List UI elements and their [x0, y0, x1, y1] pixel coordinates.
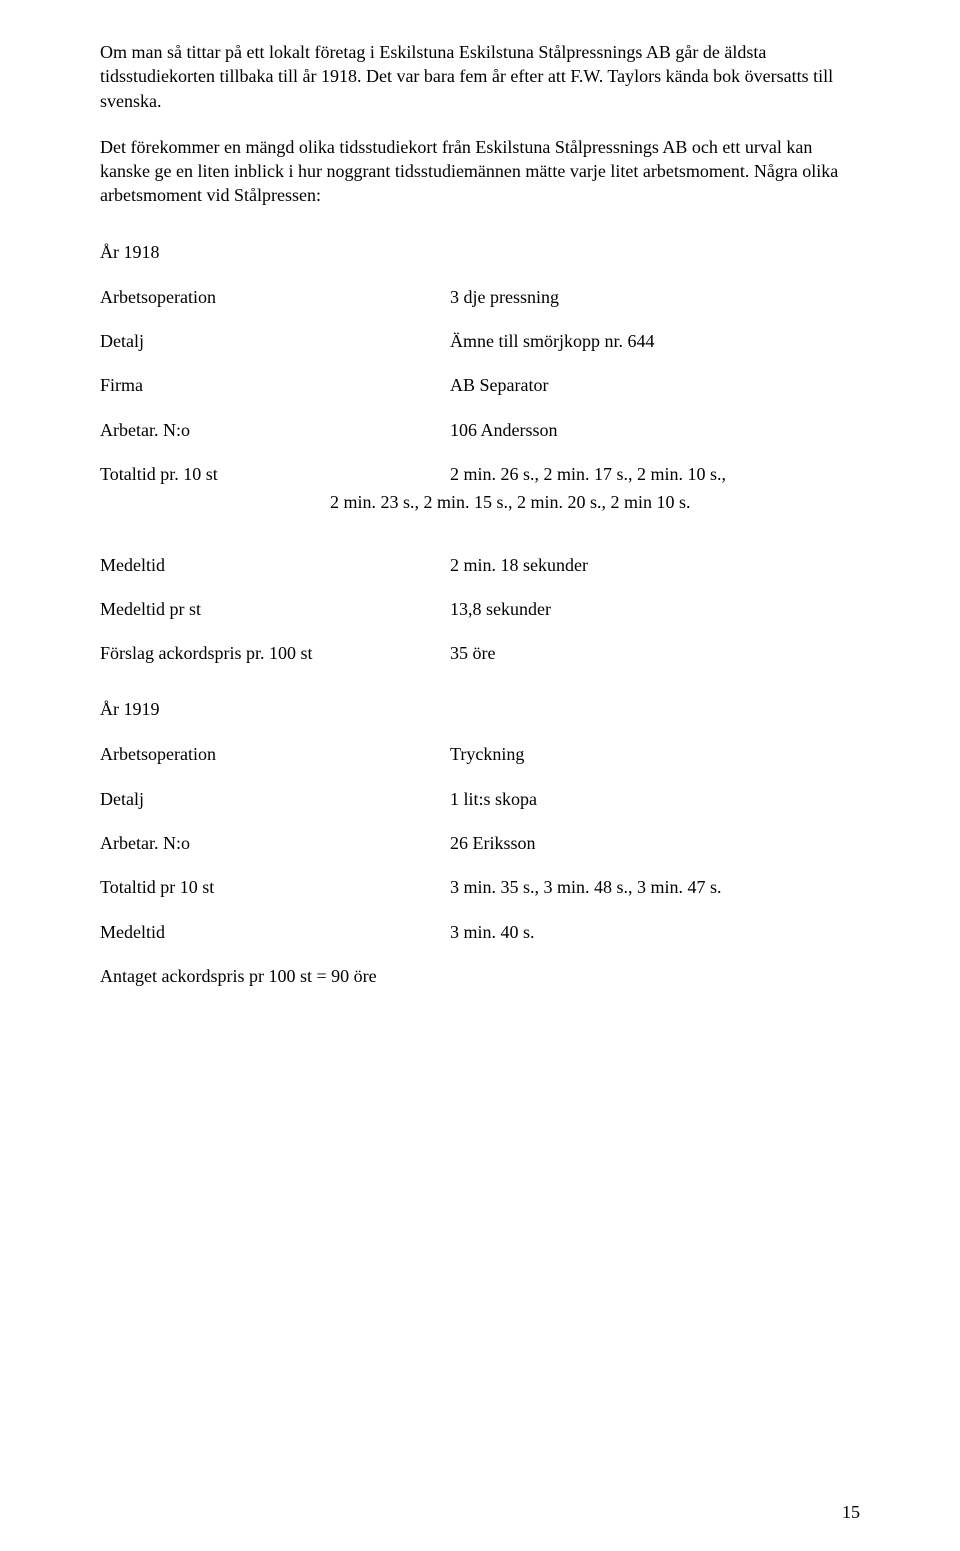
- row-firma-1918: Firma AB Separator: [100, 373, 860, 397]
- value-medeltid-1919: 3 min. 40 s.: [450, 920, 860, 944]
- value-arbetsoperation-1918: 3 dje pressning: [450, 285, 860, 309]
- value-medeltid-prst-1918: 13,8 sekunder: [450, 597, 860, 621]
- label-medeltid-1919: Medeltid: [100, 920, 450, 944]
- label-forslag-1918: Förslag ackordspris pr. 100 st: [100, 641, 450, 665]
- row-arbetsoperation-1918: Arbetsoperation 3 dje pressning: [100, 285, 860, 309]
- row-arbetsoperation-1919: Arbetsoperation Tryckning: [100, 742, 860, 766]
- label-detalj-1919: Detalj: [100, 787, 450, 811]
- label-totaltid-1919: Totaltid pr 10 st: [100, 875, 450, 899]
- value-detalj-1919: 1 lit:s skopa: [450, 787, 860, 811]
- value-totaltid-1918-line2: 2 min. 23 s., 2 min. 15 s., 2 min. 20 s.…: [330, 490, 860, 514]
- label-medeltid-prst-1918: Medeltid pr st: [100, 597, 450, 621]
- row-totaltid-1918: Totaltid pr. 10 st 2 min. 26 s., 2 min. …: [100, 462, 860, 486]
- value-detalj-1918: Ämne till smörjkopp nr. 644: [450, 329, 860, 353]
- row-totaltid-1918-line2: 2 min. 23 s., 2 min. 15 s., 2 min. 20 s.…: [100, 490, 860, 514]
- label-arbetarno-1919: Arbetar. N:o: [100, 831, 450, 855]
- label-arbetarno-1918: Arbetar. N:o: [100, 418, 450, 442]
- row-totaltid-1919: Totaltid pr 10 st 3 min. 35 s., 3 min. 4…: [100, 875, 860, 899]
- heading-1918: År 1918: [100, 242, 860, 263]
- page-number: 15: [842, 1502, 860, 1523]
- footer-line-1919: Antaget ackordspris pr 100 st = 90 öre: [100, 964, 860, 988]
- value-arbetarno-1919: 26 Eriksson: [450, 831, 860, 855]
- row-detalj-1918: Detalj Ämne till smörjkopp nr. 644: [100, 329, 860, 353]
- heading-1919: År 1919: [100, 699, 860, 720]
- row-arbetarno-1918: Arbetar. N:o 106 Andersson: [100, 418, 860, 442]
- label-medeltid-1918: Medeltid: [100, 553, 450, 577]
- value-arbetarno-1918: 106 Andersson: [450, 418, 860, 442]
- value-totaltid-1919: 3 min. 35 s., 3 min. 48 s., 3 min. 47 s.: [450, 875, 860, 899]
- value-firma-1918: AB Separator: [450, 373, 860, 397]
- row-forslag-1918: Förslag ackordspris pr. 100 st 35 öre: [100, 641, 860, 665]
- label-arbetsoperation-1918: Arbetsoperation: [100, 285, 450, 309]
- document-page: Om man så tittar på ett lokalt företag i…: [0, 0, 960, 1551]
- value-arbetsoperation-1919: Tryckning: [450, 742, 860, 766]
- label-totaltid-1918: Totaltid pr. 10 st: [100, 462, 450, 486]
- value-forslag-1918: 35 öre: [450, 641, 860, 665]
- row-medeltid-prst-1918: Medeltid pr st 13,8 sekunder: [100, 597, 860, 621]
- row-arbetarno-1919: Arbetar. N:o 26 Eriksson: [100, 831, 860, 855]
- label-detalj-1918: Detalj: [100, 329, 450, 353]
- label-firma-1918: Firma: [100, 373, 450, 397]
- value-totaltid-1918-line1: 2 min. 26 s., 2 min. 17 s., 2 min. 10 s.…: [450, 462, 860, 486]
- row-medeltid-1918: Medeltid 2 min. 18 sekunder: [100, 553, 860, 577]
- paragraph-2: Det förekommer en mängd olika tidsstudie…: [100, 135, 860, 208]
- label-arbetsoperation-1919: Arbetsoperation: [100, 742, 450, 766]
- row-detalj-1919: Detalj 1 lit:s skopa: [100, 787, 860, 811]
- value-medeltid-1918: 2 min. 18 sekunder: [450, 553, 860, 577]
- row-medeltid-1919: Medeltid 3 min. 40 s.: [100, 920, 860, 944]
- paragraph-1: Om man så tittar på ett lokalt företag i…: [100, 40, 860, 113]
